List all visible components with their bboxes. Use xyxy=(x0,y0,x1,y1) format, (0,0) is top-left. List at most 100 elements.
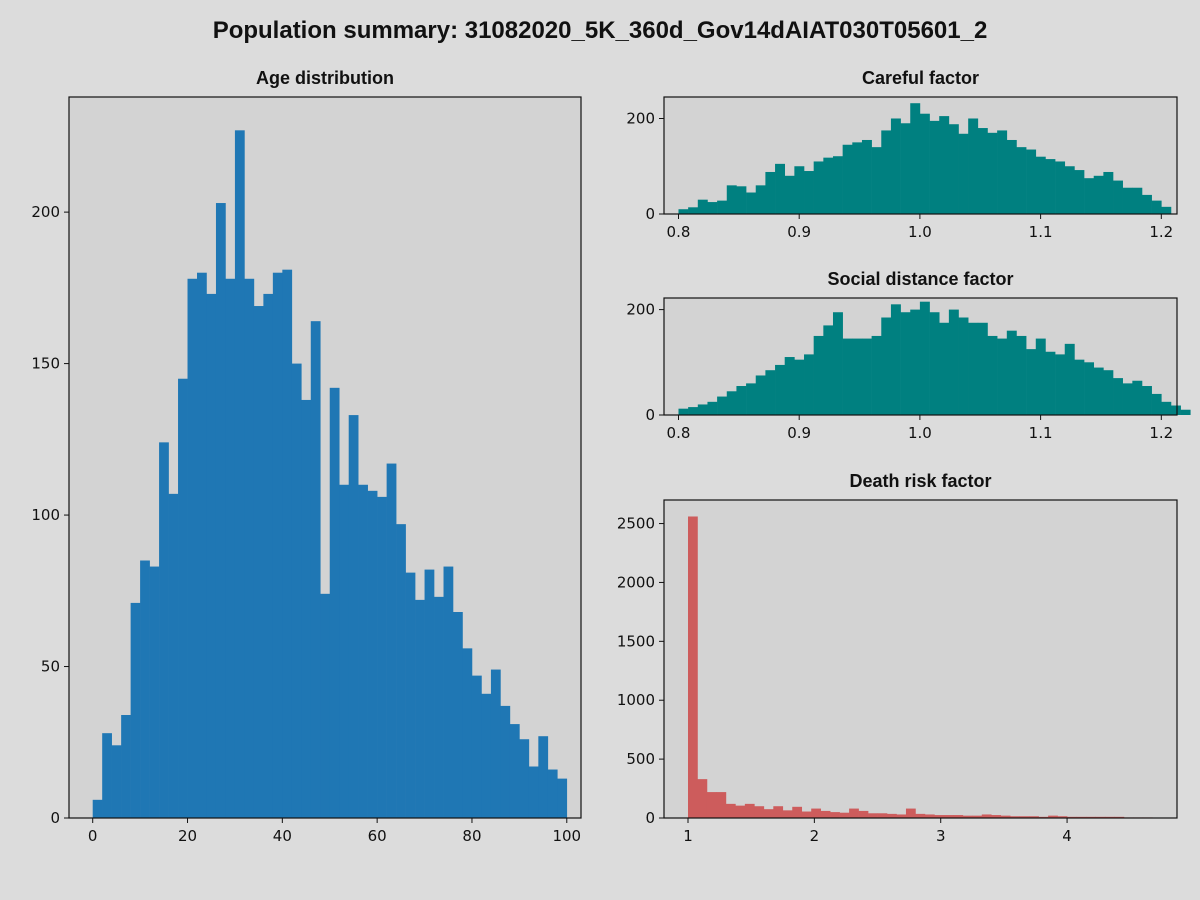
x-tick-label: 0 xyxy=(88,827,98,845)
histogram-bar xyxy=(272,272,283,818)
histogram-bar xyxy=(697,779,708,818)
x-tick-label: 1.2 xyxy=(1149,424,1173,442)
y-tick-label: 0 xyxy=(50,809,60,827)
histogram-bar xyxy=(858,810,869,818)
histogram-bar xyxy=(1045,159,1056,214)
histogram-bar xyxy=(434,596,444,818)
histogram-bar xyxy=(538,736,549,818)
y-tick-label: 0 xyxy=(645,809,655,827)
y-tick-label: 50 xyxy=(41,658,60,676)
histogram-bar xyxy=(1084,362,1095,415)
histogram-bar xyxy=(102,733,112,818)
histogram-bar xyxy=(1132,187,1143,214)
histogram-bar xyxy=(1048,815,1058,818)
plot-area xyxy=(664,500,1177,818)
histogram-bar xyxy=(813,161,824,214)
histogram-bar xyxy=(443,566,454,818)
histogram-bar xyxy=(490,669,501,818)
histogram-bar xyxy=(736,386,747,415)
histogram-bar xyxy=(348,415,359,818)
histogram-bar xyxy=(977,322,988,415)
histogram-bar xyxy=(813,335,824,415)
histogram-bar xyxy=(396,524,406,818)
histogram-bar xyxy=(801,811,812,818)
histogram-bar xyxy=(919,113,930,214)
histogram-bar xyxy=(868,813,878,818)
axes-frame xyxy=(663,297,1178,416)
histogram-bar xyxy=(736,186,747,214)
careful-factor-panel: Careful factor 0.8 0.9 1.0 1.1 1.2 0 200 xyxy=(626,68,1178,241)
histogram-bar xyxy=(839,812,850,818)
histogram-bar xyxy=(234,130,245,818)
histogram-bar xyxy=(968,322,979,415)
histogram-bar xyxy=(871,147,882,214)
histogram-bar xyxy=(453,612,463,818)
histogram-bar xyxy=(900,312,911,415)
histogram-bar xyxy=(934,815,945,818)
histogram-bar xyxy=(943,815,954,818)
x-tick-label: 1.0 xyxy=(908,424,932,442)
y-tick-label: 1000 xyxy=(617,691,655,709)
histogram-bar xyxy=(1093,367,1104,415)
y-tick-label: 150 xyxy=(31,355,60,373)
histogram-bar xyxy=(726,185,737,214)
histogram-bar xyxy=(794,359,805,415)
x-tick-label: 0.8 xyxy=(667,223,691,241)
histogram-bar xyxy=(92,799,103,818)
x-tick-label: 60 xyxy=(368,827,387,845)
histogram-bar xyxy=(852,142,863,214)
histogram-bar xyxy=(832,312,843,415)
histogram-bar xyxy=(1141,386,1152,415)
histogram-bar xyxy=(1019,816,1030,818)
histogram-bar xyxy=(782,810,793,818)
histogram-bar xyxy=(773,806,784,818)
histogram-bar xyxy=(953,815,964,818)
histogram-bar xyxy=(206,293,217,819)
histogram-bar xyxy=(509,724,520,818)
histogram-bar xyxy=(1141,194,1152,214)
histogram-bar xyxy=(1122,187,1133,214)
histogram-bar xyxy=(871,335,882,415)
x-tick-label: 80 xyxy=(462,827,481,845)
histogram-bar xyxy=(717,396,728,415)
histogram-bar xyxy=(716,792,727,818)
histogram-bar xyxy=(1016,147,1027,214)
histogram-bar xyxy=(678,209,689,214)
histogram-bar xyxy=(842,144,853,214)
histogram-bar xyxy=(981,814,992,818)
panel-title: Age distribution xyxy=(256,68,394,88)
histogram-bar xyxy=(1006,330,1017,415)
histogram-bar xyxy=(1161,401,1172,415)
y-tick-label: 0 xyxy=(645,205,655,223)
histogram-bar xyxy=(1103,171,1114,214)
histogram-bar xyxy=(725,803,736,818)
x-tick-label: 1.2 xyxy=(1149,223,1173,241)
histogram-bar xyxy=(804,171,814,214)
histogram-bar xyxy=(997,338,1008,415)
histogram-bar xyxy=(1084,178,1095,214)
histogram-bar xyxy=(697,404,708,415)
histogram-bar xyxy=(1057,816,1068,818)
histogram-bar xyxy=(820,810,831,818)
histogram-bar xyxy=(744,803,755,818)
histogram-bar xyxy=(688,516,698,818)
histogram-bar xyxy=(1180,409,1191,415)
histogram-bar xyxy=(1026,149,1037,214)
histogram-bar xyxy=(1000,815,1011,818)
death-risk-factor-panel: Death risk factor 1 2 3 4 0 500 1000 1500 2000 250… xyxy=(617,471,1178,845)
histogram-bar xyxy=(424,569,435,818)
histogram-bar xyxy=(1064,343,1075,415)
histogram-bar xyxy=(1103,370,1114,415)
histogram-bar xyxy=(178,378,188,818)
x-tick-label: 1.0 xyxy=(908,223,932,241)
histogram-bar xyxy=(823,157,834,214)
histogram-bar xyxy=(823,325,834,415)
histogram-bar xyxy=(924,814,935,818)
histogram-bar xyxy=(991,815,1002,818)
histogram-bar xyxy=(948,309,959,415)
x-tick-label: 1 xyxy=(683,827,693,845)
histogram-bar xyxy=(706,792,717,818)
panel-title: Careful factor xyxy=(862,68,979,88)
histogram-bar xyxy=(794,166,805,214)
histogram-bar xyxy=(968,118,979,214)
